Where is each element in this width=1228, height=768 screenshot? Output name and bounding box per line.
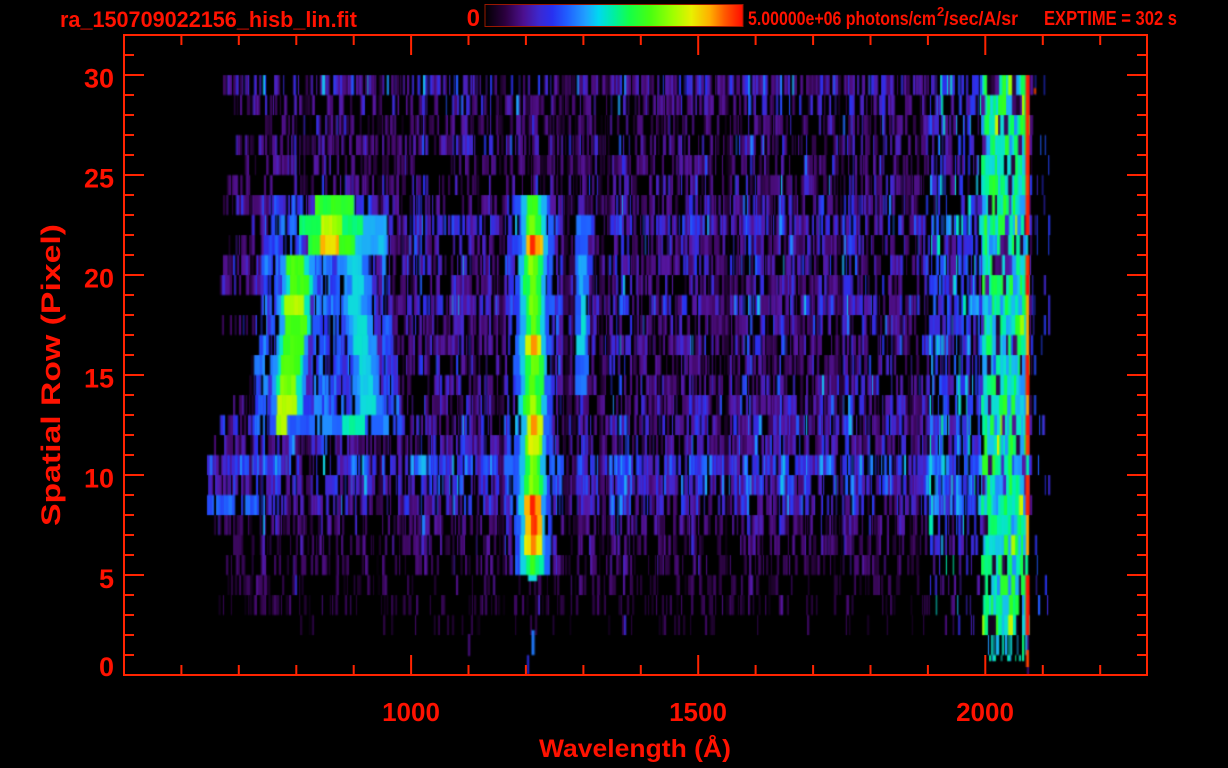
svg-text:1000: 1000 <box>382 697 440 727</box>
svg-text:EXPTIME = 302 s: EXPTIME = 302 s <box>1044 8 1177 30</box>
svg-text:20: 20 <box>84 263 114 293</box>
svg-text:30: 30 <box>84 64 114 94</box>
svg-text:Spatial Row (Pixel): Spatial Row (Pixel) <box>36 224 66 526</box>
svg-text:Wavelength (Å): Wavelength (Å) <box>539 734 731 763</box>
svg-text:2000: 2000 <box>956 697 1014 727</box>
svg-text:5: 5 <box>99 564 114 594</box>
svg-text:0: 0 <box>99 652 114 682</box>
svg-text:5.00000e+06 photons/cm: 5.00000e+06 photons/cm <box>748 9 936 30</box>
svg-text:/sec/A/sr: /sec/A/sr <box>944 9 1019 30</box>
svg-text:2: 2 <box>937 4 944 19</box>
svg-text:15: 15 <box>84 363 114 393</box>
svg-text:ra_150709022156_hisb_lin.fit: ra_150709022156_hisb_lin.fit <box>60 7 358 32</box>
svg-text:0: 0 <box>467 5 480 32</box>
svg-text:25: 25 <box>84 163 114 193</box>
svg-text:1500: 1500 <box>669 697 727 727</box>
svg-text:10: 10 <box>84 463 114 493</box>
